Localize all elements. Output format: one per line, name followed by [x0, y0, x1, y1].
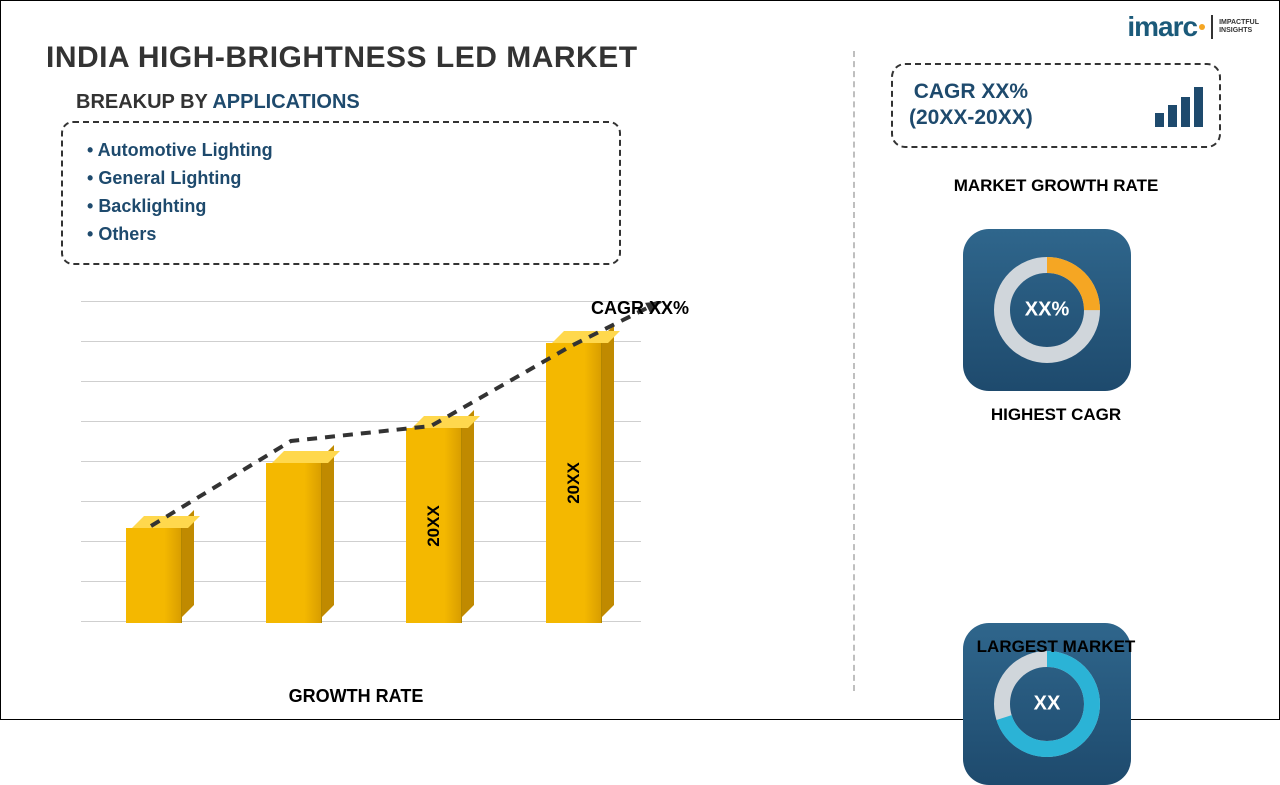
breakup-prefix: BREAKUP BY	[76, 91, 212, 113]
logo: imarc IMPACTFULINSIGHTS	[1127, 11, 1259, 43]
logo-tag-2: INSIGHTS	[1219, 27, 1259, 35]
cagr-text: CAGR XX% (20XX-20XX)	[909, 79, 1033, 132]
cagr-box: CAGR XX% (20XX-20XX)	[891, 63, 1221, 148]
highest-cagr-card: XX%	[963, 229, 1131, 391]
breakup-heading: BREAKUP BY APPLICATIONS	[76, 91, 360, 114]
application-item: Backlighting	[87, 193, 595, 221]
chart-x-label: GROWTH RATE	[46, 686, 666, 707]
logo-dot	[1199, 24, 1205, 30]
applications-list: Automotive Lighting General Lighting Bac…	[61, 121, 621, 265]
page-title: INDIA HIGH-BRIGHTNESS LED MARKET	[46, 41, 638, 75]
trend-line	[81, 301, 681, 621]
cagr-line-2: (20XX-20XX)	[909, 105, 1033, 131]
application-item: Others	[87, 221, 595, 249]
market-growth-rate-label: MARKET GROWTH RATE	[891, 176, 1221, 196]
application-item: Automotive Lighting	[87, 137, 595, 165]
logo-tag-1: IMPACTFUL	[1219, 19, 1259, 27]
highest-cagr-donut: XX%	[988, 251, 1106, 369]
highest-cagr-value: XX%	[1025, 299, 1069, 322]
breakup-highlight: APPLICATIONS	[212, 91, 359, 113]
largest-market-value: XX	[1034, 693, 1061, 716]
logo-text: imarc	[1127, 11, 1197, 43]
cagr-line-1: CAGR XX%	[909, 79, 1033, 105]
vertical-divider	[853, 51, 855, 691]
logo-tagline: IMPACTFULINSIGHTS	[1219, 19, 1259, 34]
growth-chart: 20XX20XX CAGR XX%	[61, 301, 681, 641]
highest-cagr-label: HIGHEST CAGR	[891, 405, 1221, 425]
bars-icon	[1155, 83, 1203, 127]
trend-label: CAGR XX%	[591, 298, 689, 319]
largest-market-donut: XX	[988, 645, 1106, 763]
largest-market-label: LARGEST MARKET	[891, 637, 1221, 657]
logo-separator	[1211, 15, 1213, 39]
application-item: General Lighting	[87, 165, 595, 193]
